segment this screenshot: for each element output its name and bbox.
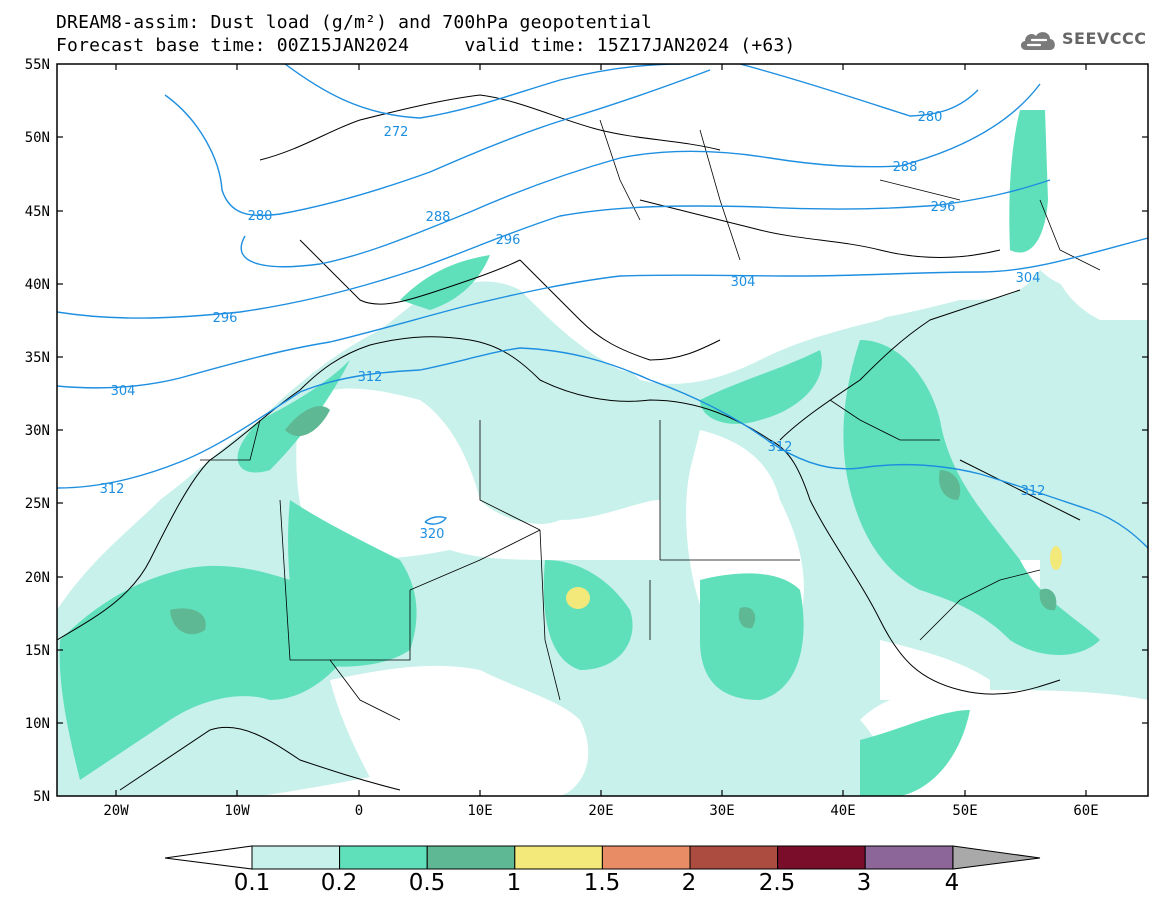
dust-shading-none xyxy=(57,64,1148,796)
geopotential-contours xyxy=(57,64,1148,549)
longitude-labels: 20W 10W 0 10E 20E 30E 40E 50E 60E xyxy=(103,803,1098,819)
legend-color-box xyxy=(689,845,779,870)
contour-label: 296 xyxy=(496,233,521,248)
lon-tick-label: 60E xyxy=(1073,803,1098,819)
map-subtitle: Forecast base time: 00Z15JAN2024 valid t… xyxy=(56,35,796,56)
dust-shading-0.5 xyxy=(170,406,1057,635)
legend-label: 0.2 xyxy=(320,870,358,896)
contour-labels: 272 280 280 288 288 296 296 296 304 304 … xyxy=(100,110,1046,542)
contour-288 xyxy=(240,83,1041,268)
legend-label: 3 xyxy=(856,870,872,896)
lon-tick-label: 20E xyxy=(588,803,613,819)
legend-color-box xyxy=(251,845,341,870)
contour-label: 288 xyxy=(426,210,451,225)
legend-color-box xyxy=(339,845,428,870)
contour-280-west xyxy=(164,69,711,217)
lon-tick-label: 10E xyxy=(467,803,492,819)
legend-label: 4 xyxy=(944,870,960,896)
legend-boxes xyxy=(251,845,954,870)
dust-shading-1 xyxy=(566,546,1062,609)
contour-label: 288 xyxy=(893,160,918,175)
lat-tick-label: 5N xyxy=(33,789,50,805)
contour-label: 312 xyxy=(358,370,383,385)
contour-label: 320 xyxy=(420,527,445,542)
contour-label: 304 xyxy=(731,275,756,290)
legend-above-triangle xyxy=(952,845,1041,870)
lat-tick-label: 35N xyxy=(25,350,50,366)
logo-text: SEEVCCC xyxy=(1062,29,1147,48)
legend-color-box xyxy=(426,845,516,870)
lat-tick-label: 50N xyxy=(25,130,50,146)
legend-color-box xyxy=(864,845,954,870)
contour-320 xyxy=(424,516,448,525)
contour-label: 272 xyxy=(384,125,409,140)
lat-tick-label: 15N xyxy=(25,643,50,659)
lat-tick-label: 30N xyxy=(25,423,50,439)
latitude-labels: 55N 50N 45N 40N 35N 30N 25N 20N 15N 10N … xyxy=(25,57,50,805)
lon-tick-label: 30E xyxy=(709,803,734,819)
map-title: DREAM8-assim: Dust load (g/m²) and 700hP… xyxy=(56,12,652,33)
contour-296 xyxy=(57,179,1051,319)
contour-label: 296 xyxy=(213,311,238,326)
contour-label: 304 xyxy=(111,384,136,399)
borders xyxy=(200,119,1101,721)
legend-color-box xyxy=(601,845,691,870)
cloud-icon xyxy=(1020,32,1055,50)
lon-tick-label: 40E xyxy=(830,803,855,819)
lon-tick-label: 20W xyxy=(103,803,129,819)
lat-tick-label: 40N xyxy=(25,277,50,293)
legend-label: 0.1 xyxy=(233,870,271,896)
contour-280-east xyxy=(739,64,979,117)
color-legend xyxy=(164,845,1041,870)
legend-label: 1 xyxy=(506,870,522,896)
lon-tick-label: 10W xyxy=(224,803,250,819)
contour-label: 280 xyxy=(918,110,943,125)
contour-label: 312 xyxy=(768,440,793,455)
legend-label: 2.5 xyxy=(758,870,796,896)
legend-below-triangle xyxy=(164,845,253,870)
legend-color-box xyxy=(777,845,866,870)
contour-label: 304 xyxy=(1016,271,1041,286)
legend-label: 0.5 xyxy=(408,870,446,896)
tick-marks xyxy=(57,64,1148,796)
contour-label: 280 xyxy=(248,209,273,224)
dust-shading-0.2 xyxy=(59,110,1100,796)
coastlines xyxy=(57,94,1081,791)
contour-312 xyxy=(57,347,1148,549)
contour-272 xyxy=(284,64,681,119)
map-area: 272 280 280 288 288 296 296 296 304 304 … xyxy=(57,64,1148,796)
contour-label: 312 xyxy=(1021,484,1046,499)
legend-color-box xyxy=(514,845,603,870)
contour-label: 312 xyxy=(100,482,125,497)
legend-label: 1.5 xyxy=(583,870,621,896)
lon-tick-label: 0 xyxy=(355,803,363,819)
lat-tick-label: 20N xyxy=(25,570,50,586)
lat-tick-label: 10N xyxy=(25,716,50,732)
lat-tick-label: 45N xyxy=(25,204,50,220)
lat-tick-label: 55N xyxy=(25,57,50,73)
lon-tick-label: 50E xyxy=(952,803,977,819)
contour-304 xyxy=(57,237,1148,389)
lat-tick-label: 25N xyxy=(25,496,50,512)
contour-label: 296 xyxy=(931,200,956,215)
legend-label: 2 xyxy=(681,870,697,896)
seevccc-logo: SEEVCCC xyxy=(1018,24,1158,60)
